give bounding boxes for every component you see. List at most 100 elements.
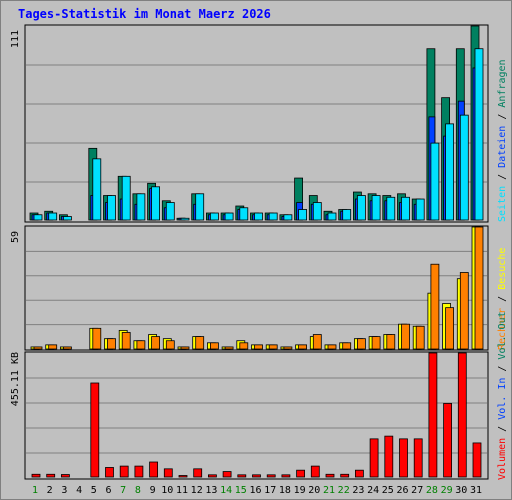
x-tick-label-day-13: 13: [205, 485, 217, 496]
bar-volumen-day-10: [163, 468, 173, 478]
x-tick-label-day-6: 6: [105, 485, 111, 496]
x-tick-label-day-21: 21: [323, 485, 335, 496]
legend-separator: /: [497, 168, 508, 186]
x-tick-label-day-10: 10: [161, 485, 173, 496]
x-tick-label-day-25: 25: [382, 485, 394, 496]
bar-rechner-day-30: [459, 272, 469, 350]
legend-vol-in: Vol. In: [497, 378, 508, 420]
x-tick-label-day-12: 12: [191, 485, 203, 496]
bar-volumen-day-26: [399, 438, 408, 478]
bar-volumen-day-31: [472, 442, 482, 478]
bar-rechner-day-5: [92, 327, 102, 350]
top-bars: [29, 25, 484, 221]
bar-volumen-day-29: [443, 403, 453, 478]
legend-vol-out: Vol. Out: [497, 311, 508, 359]
legend-separator: /: [497, 360, 508, 378]
top-legend: Seiten / Dateien / Anfragen: [497, 59, 508, 222]
bar-rechner-day-18: [283, 346, 293, 350]
bar-rechner-day-1: [33, 346, 43, 350]
bar-rechner-day-12: [195, 336, 205, 350]
bar-volumen-day-17: [266, 474, 276, 478]
bar-rechner-day-23: [356, 338, 366, 350]
bar-seiten-day-5: [92, 158, 102, 221]
x-tick-label-day-7: 7: [120, 485, 126, 496]
bar-seiten-day-7: [121, 175, 131, 221]
bottom-bars: [31, 352, 482, 478]
bar-seiten-day-19: [298, 209, 308, 221]
bar-seiten-day-1: [33, 214, 43, 221]
bar-seiten-day-6: [107, 195, 116, 221]
x-tick-label-day-23: 23: [352, 485, 364, 496]
legend-seiten: Seiten: [497, 186, 508, 222]
legend-besuche: Besuche: [497, 248, 508, 290]
bar-seiten-day-14: [224, 212, 234, 221]
bar-seiten-day-27: [415, 198, 425, 221]
bar-seiten-day-21: [327, 212, 337, 221]
bar-rechner-day-19: [298, 344, 308, 350]
svg-text:Volumen / Vol. In / Vol. Out: Volumen / Vol. In / Vol. Out: [497, 311, 508, 480]
bar-seiten-day-8: [136, 193, 146, 221]
legend-separator: /: [497, 108, 508, 126]
bar-volumen-day-2: [46, 473, 56, 478]
bar-volumen-day-5: [90, 382, 100, 478]
bar-volumen-day-14: [222, 471, 232, 478]
bar-rechner-day-21: [327, 344, 337, 350]
x-tick-label-day-17: 17: [264, 485, 276, 496]
legend-rechner: Rechner: [497, 308, 508, 350]
x-tick-label-day-16: 16: [249, 485, 261, 496]
middle-y-max-label: 59: [10, 231, 21, 243]
chart-title: Tages-Statistik im Monat Maerz 2026: [18, 7, 271, 21]
x-tick-label-day-14: 14: [220, 485, 232, 496]
top-panel: 111 Seiten / Dateien / Anfragen: [10, 24, 508, 223]
bar-rechner-day-9: [151, 336, 161, 350]
bar-rechner-day-25: [386, 334, 396, 350]
middle-gridlines: [26, 250, 487, 326]
x-tick-label-day-30: 30: [455, 485, 467, 496]
bottom-panel: 455.11 KB Volumen / Vol. In / Vol. Out: [10, 311, 508, 480]
bar-seiten-day-18: [283, 214, 293, 221]
bar-seiten-day-20: [312, 202, 322, 221]
x-tick-label-day-26: 26: [396, 485, 408, 496]
middle-panel: 59 Rechner / Besuche: [10, 225, 508, 351]
bar-rechner-day-3: [63, 346, 72, 350]
bar-volumen-day-13: [207, 474, 217, 478]
bar-seiten-day-15: [239, 207, 249, 221]
bar-volumen-day-1: [31, 473, 41, 478]
bar-rechner-day-14: [224, 346, 234, 350]
bar-volumen-day-30: [457, 352, 467, 478]
bottom-y-max-label: 455.11 KB: [10, 352, 21, 406]
bar-seiten-day-17: [268, 212, 278, 221]
legend-anfragen: Anfragen: [497, 59, 508, 107]
x-tick-label-day-20: 20: [308, 485, 320, 496]
middle-panel-frame: [24, 225, 489, 351]
bar-volumen-day-22: [340, 473, 350, 478]
bar-volumen-day-18: [281, 474, 291, 478]
bar-rechner-day-8: [136, 340, 146, 350]
bar-seiten-day-13: [209, 212, 219, 221]
bottom-legend: Volumen / Vol. In / Vol. Out: [497, 311, 508, 480]
x-tick-label-day-27: 27: [411, 485, 423, 496]
bar-volumen-day-28: [428, 352, 438, 478]
bar-rechner-day-26: [401, 323, 410, 350]
bar-seiten-day-31: [474, 48, 484, 221]
x-tick-label-day-28: 28: [426, 485, 438, 496]
bar-rechner-day-28: [430, 263, 440, 350]
bar-volumen-day-19: [296, 469, 306, 478]
bar-volumen-day-6: [105, 467, 114, 478]
legend-volumen: Volumen: [497, 438, 508, 480]
bar-volumen-day-24: [369, 438, 379, 478]
bar-seiten-day-22: [342, 209, 352, 221]
x-tick-label-day-31: 31: [470, 485, 482, 496]
x-tick-label-day-22: 22: [338, 485, 350, 496]
x-tick-label-day-29: 29: [441, 485, 453, 496]
bar-rechner-day-20: [312, 334, 322, 350]
bar-seiten-day-24: [371, 195, 381, 221]
top-y-max-label: 111: [10, 30, 21, 48]
x-axis-day-labels: 1 2 3 4 5 6 7 8 9 10 11 12 13 14 15 16 17 18 19 20 21 22 23 24 2…: [32, 485, 482, 496]
bar-seiten-day-30: [459, 114, 469, 221]
svg-text:Rechner / Besuche: Rechner / Besuche: [497, 248, 508, 350]
bar-volumen-day-3: [61, 474, 70, 478]
x-tick-label-day-19: 19: [294, 485, 306, 496]
